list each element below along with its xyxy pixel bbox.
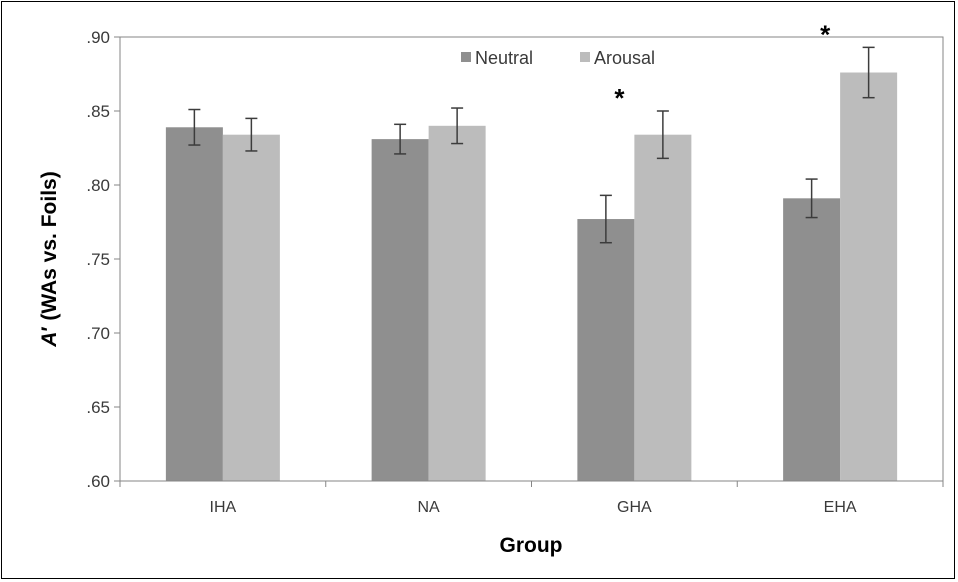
y-tick-label-5: .85 (86, 102, 110, 121)
bar-na-neutral (371, 139, 429, 481)
bar-iha-neutral (165, 127, 223, 481)
significance-marker-gha: * (614, 83, 625, 113)
y-tick-label-4: .80 (86, 176, 110, 195)
x-axis-title: Group (500, 534, 563, 557)
legend-swatch-neutral (461, 52, 471, 62)
x-tick-label-na: NA (418, 499, 441, 516)
y-axis-title-rest: ′ (WAs vs. Foils) (38, 171, 61, 331)
x-tick-label-gha: GHA (617, 499, 652, 516)
bar-eha-arousal (840, 72, 898, 482)
bar-gha-arousal (634, 134, 692, 481)
legend: Neutral Arousal (461, 48, 655, 68)
x-tick-label-iha: IHA (210, 499, 237, 516)
legend-swatch-arousal (580, 52, 590, 62)
y-tick-label-0: .60 (86, 472, 110, 491)
y-axis-title-italic: A (38, 332, 61, 348)
y-axis-title: A′ (WAs vs. Foils) (38, 171, 61, 347)
bar-eha-neutral (783, 198, 841, 481)
y-tick-label-6: .90 (86, 28, 110, 47)
legend-label-arousal: Arousal (594, 48, 655, 68)
bar-gha-neutral (577, 219, 635, 482)
y-tick-label-1: .65 (86, 398, 110, 417)
y-tick-label-2: .70 (86, 324, 110, 343)
legend-label-neutral: Neutral (475, 48, 533, 68)
bar-iha-arousal (222, 134, 280, 481)
x-tick-label-eha: EHA (824, 499, 857, 516)
bar-na-arousal (428, 125, 486, 482)
significance-marker-eha: * (820, 19, 831, 49)
y-tick-label-3: .75 (86, 250, 110, 269)
